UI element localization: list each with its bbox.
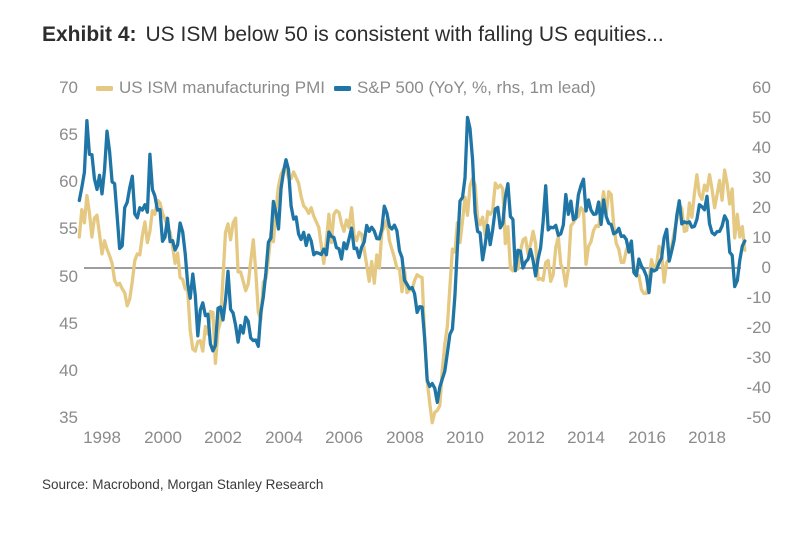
left-axis-tick-50: 50 [59,267,78,286]
right-axis-tick--30: -30 [746,348,771,367]
chart-title: Exhibit 4: US ISM below 50 is consistent … [42,23,664,47]
legend-item-ism: US ISM manufacturing PMI [96,78,325,98]
x-axis-tick-2006: 2006 [325,428,363,447]
x-axis-tick-1998: 1998 [83,428,121,447]
right-axis-tick--10: -10 [746,288,771,307]
source-note: Source: Macrobond, Morgan Stanley Resear… [42,477,324,492]
ism-line [77,167,747,425]
x-axis-tick-2018: 2018 [688,428,726,447]
left-axis-tick-35: 35 [59,408,78,427]
spx-line-swatch [333,85,351,91]
right-axis-tick--40: -40 [746,378,771,397]
x-axis-tick-2002: 2002 [204,428,242,447]
right-axis-tick-20: 20 [752,198,771,217]
x-axis-tick-2016: 2016 [628,428,666,447]
left-axis-tick-40: 40 [59,361,78,380]
right-axis-tick-60: 60 [752,78,771,97]
chart-title-text: US ISM below 50 is consistent with falli… [145,23,664,46]
x-axis-tick-2014: 2014 [567,428,605,447]
legend: US ISM manufacturing PMI S&P 500 (YoY, %… [96,78,596,98]
right-axis-tick-0: 0 [761,258,771,277]
x-axis-tick-2010: 2010 [446,428,484,447]
right-axis-tick--50: -50 [746,408,771,427]
right-axis-tick-40: 40 [752,138,771,157]
legend-label-ism: US ISM manufacturing PMI [119,78,325,97]
left-axis-tick-65: 65 [59,125,78,144]
x-axis-tick-2008: 2008 [386,428,424,447]
x-axis-tick-2012: 2012 [507,428,545,447]
left-axis-tick-60: 60 [59,172,78,191]
right-axis-tick-30: 30 [752,168,771,187]
legend-label-spx: S&P 500 (YoY, %, rhs, 1m lead) [356,78,596,97]
right-axis-tick-50: 50 [752,108,771,127]
x-axis-tick-2000: 2000 [144,428,182,447]
spx-line [77,115,747,405]
right-axis-tick-10: 10 [752,228,771,247]
legend-item-spx: S&P 500 (YoY, %, rhs, 1m lead) [333,78,596,98]
left-axis-tick-45: 45 [59,314,78,333]
x-axis-tick-2004: 2004 [265,428,303,447]
left-axis-tick-55: 55 [59,219,78,238]
right-axis-tick--20: -20 [746,318,771,337]
ism-line-swatch [96,85,113,91]
exhibit-label: Exhibit 4: [42,23,137,46]
left-axis-tick-70: 70 [59,78,78,97]
